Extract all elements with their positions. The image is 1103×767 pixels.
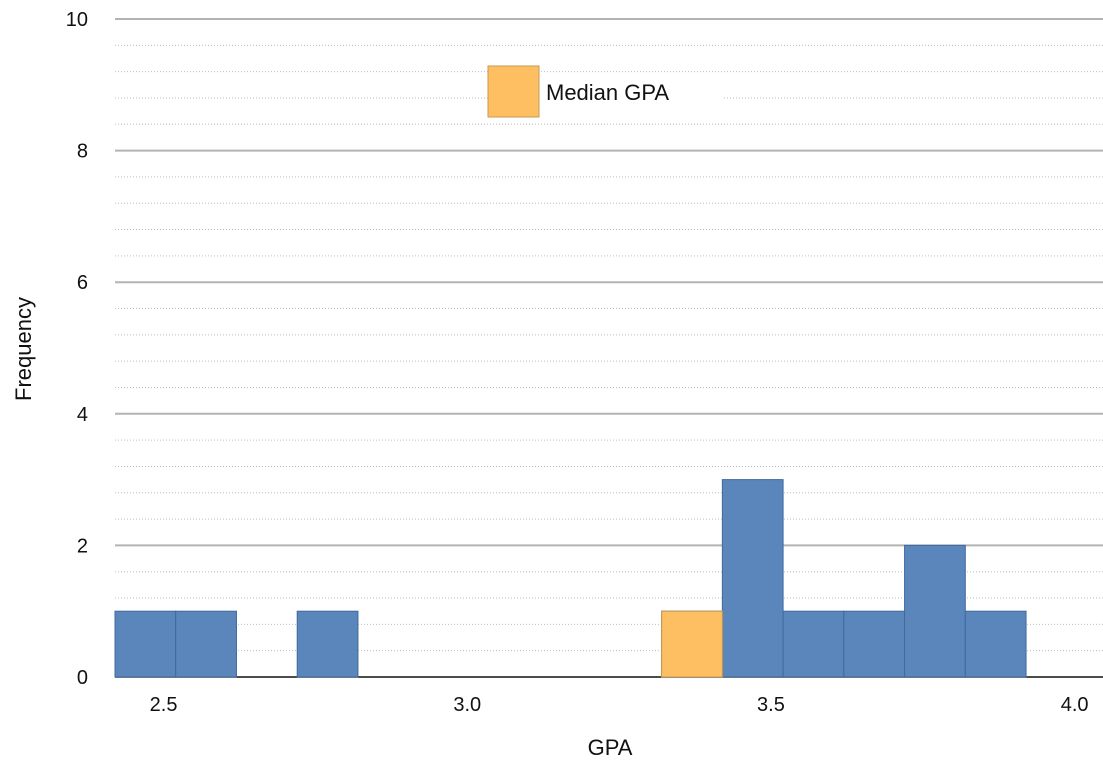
y-axis-ticks: 0 2 4 6 8 10	[66, 9, 88, 689]
y-tick-label: 6	[77, 272, 88, 294]
y-tick-label: 8	[77, 141, 88, 163]
x-tick-label: 2.5	[150, 694, 178, 716]
histogram-bar	[114, 610, 177, 678]
y-tick-label: 0	[77, 667, 88, 689]
histogram-bar	[964, 610, 1027, 678]
histogram-bar	[175, 610, 237, 678]
histogram-bar	[904, 544, 966, 678]
y-tick-label: 4	[77, 404, 88, 426]
median-gpa-bar	[661, 610, 723, 678]
histogram-bar	[843, 610, 906, 678]
legend: Median GPA	[487, 65, 722, 118]
histogram-bar	[721, 479, 784, 678]
x-tick-label: 3.0	[453, 694, 481, 716]
x-axis-ticks: 2.5 3.0 3.5 4.0	[150, 694, 1089, 716]
legend-label-background	[540, 74, 722, 112]
histogram-bar	[782, 610, 845, 678]
x-tick-label: 3.5	[757, 694, 785, 716]
y-tick-label: 2	[77, 535, 88, 557]
bars-group	[114, 479, 1027, 678]
legend-label-median-gpa: Median GPA	[546, 80, 669, 105]
y-axis-title: Frequency	[11, 297, 36, 401]
x-tick-label: 4.0	[1061, 694, 1089, 716]
x-axis-title: GPA	[588, 735, 633, 760]
legend-swatch-median-gpa	[487, 65, 540, 118]
y-tick-label: 10	[66, 9, 88, 31]
histogram-bar	[296, 610, 359, 678]
